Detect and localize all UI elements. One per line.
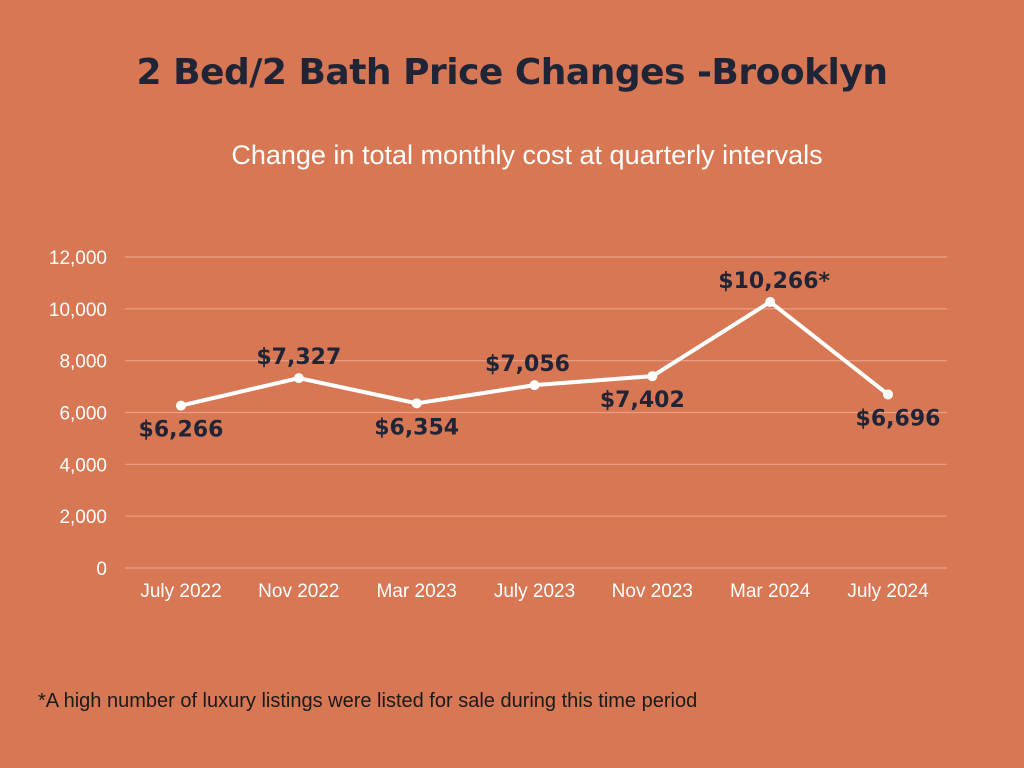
- data-point: [176, 400, 186, 411]
- x-tick-label: Mar 2024: [730, 581, 811, 602]
- x-tick-label: July 2022: [140, 581, 221, 602]
- data-label: $6,266: [139, 418, 224, 443]
- data-label: $10,266*: [718, 269, 830, 294]
- y-axis: 0 2,000 4,000 6,000 8,000 10,000 12,000: [49, 248, 107, 580]
- data-point: [883, 389, 893, 400]
- data-point: [411, 398, 422, 409]
- data-point: [765, 296, 776, 307]
- y-tick-label: 6,000: [59, 404, 107, 425]
- data-label: $7,056: [485, 352, 570, 377]
- x-tick-label: July 2023: [494, 581, 575, 602]
- data-label: $6,696: [856, 406, 941, 431]
- y-tick-label: 8,000: [59, 352, 107, 373]
- data-point: [293, 373, 304, 384]
- data-point: [529, 380, 540, 391]
- data-label: $7,327: [256, 345, 341, 370]
- data-label: $6,354: [374, 415, 459, 440]
- x-tick-label: Nov 2023: [612, 581, 693, 602]
- x-tick-label: July 2024: [847, 581, 929, 602]
- x-axis: July 2022 Nov 2022 Mar 2023 July 2023 Nov 20…: [140, 581, 929, 602]
- data-label: $7,402: [600, 388, 685, 413]
- data-point: [647, 371, 658, 382]
- x-tick-label: Mar 2023: [377, 581, 457, 602]
- y-tick-label: 4,000: [59, 455, 107, 476]
- footnote: *A high number of luxury listings were l…: [38, 690, 698, 712]
- chart-subtitle: Change in total monthly cost at quarterl…: [231, 140, 823, 170]
- y-tick-label: 0: [96, 559, 107, 580]
- gridlines: [125, 256, 947, 569]
- data-points: [176, 296, 893, 411]
- x-tick-label: Nov 2022: [258, 581, 339, 602]
- chart-title: 2 Bed/2 Bath Price Changes -Brooklyn: [136, 52, 888, 93]
- data-labels: $6,266 $7,327 $6,354 $7,056 $7,402 $10,266* $6…: [139, 269, 941, 443]
- y-tick-label: 12,000: [49, 248, 107, 269]
- y-tick-label: 10,000: [49, 300, 107, 321]
- y-tick-label: 2,000: [59, 507, 107, 528]
